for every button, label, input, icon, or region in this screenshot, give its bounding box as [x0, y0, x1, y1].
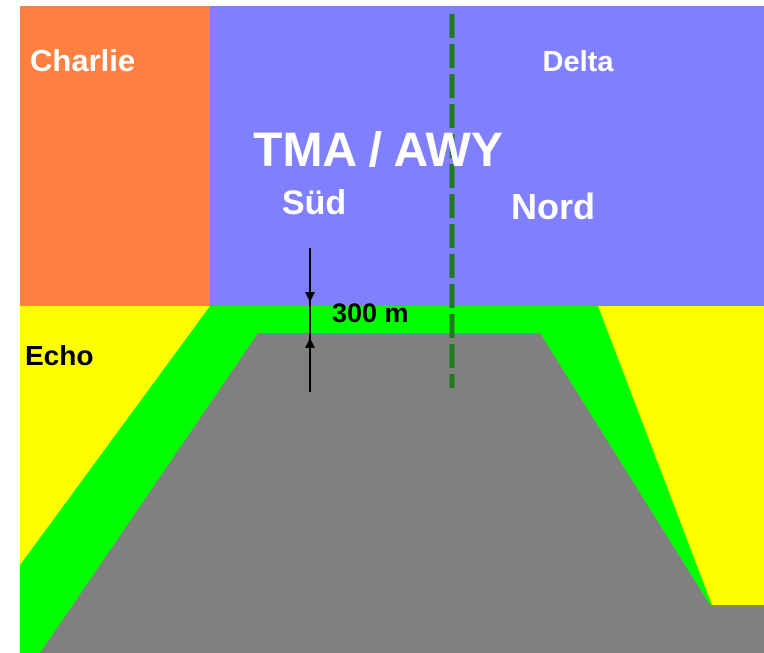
airspace-charlie	[20, 6, 210, 306]
echo-label: Echo	[25, 340, 93, 371]
charlie-label: Charlie	[30, 43, 135, 78]
tma-title: TMA / AWY	[253, 124, 503, 177]
arrow-head-down	[305, 292, 315, 302]
sud-label: Süd	[282, 184, 346, 222]
airspace-delta	[210, 6, 764, 306]
separation-label: 300 m	[332, 298, 409, 328]
arrow-head-up	[305, 338, 315, 348]
ground-area	[40, 333, 764, 653]
nord-label: Nord	[511, 186, 595, 227]
delta-label: Delta	[543, 46, 615, 78]
